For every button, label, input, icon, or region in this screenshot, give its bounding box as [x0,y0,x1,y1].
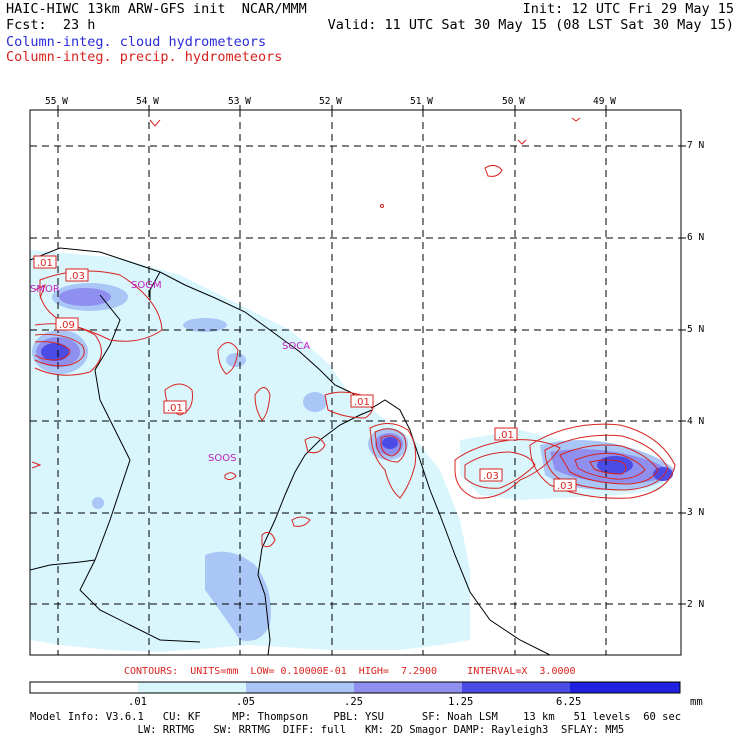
contour-label: .09 [59,320,75,331]
init-time: Init: 12 UTC Fri 29 May 15 [522,1,734,17]
scale-label: 6.25 [556,696,582,708]
scale-label: .25 [344,696,363,708]
lon-label: 53 W [228,96,251,107]
forecast-hour: Fcst: 23 h [6,17,96,33]
station-label-sogm: SOGM [131,280,162,291]
lat-label: 7 N [687,140,705,151]
contour-label: .01 [37,258,53,269]
lon-label: 49 W [593,96,616,107]
station-label-smor: SMOR [30,284,60,295]
scale-label: .05 [236,696,255,708]
legend-cloud-hydrometeors: Column-integ. cloud hydrometeors [6,34,267,50]
legend-precip-hydrometeors: Column-integ. precip. hydrometeors [6,49,283,65]
contour-labels: .01 .03 .09 .01 .01 .01 .03 .03 [33,255,577,492]
station-label-soos: SOOS [208,453,236,464]
scale-label: 1.25 [448,696,474,708]
contour-label: .03 [69,271,85,282]
lon-label: 51 W [410,96,433,107]
lon-label: 50 W [502,96,525,107]
plot-title: HAIC-HIWC 13km ARW-GFS init NCAR/MMM [6,1,307,17]
scale-unit: mm [690,696,703,708]
lat-label: 5 N [687,324,705,335]
contour-label: .03 [483,471,499,482]
map-frame [29,109,682,656]
contour-label: .01 [354,397,370,408]
station-label-soca: SOCA [282,341,310,352]
lat-label: 6 N [687,232,705,243]
station-labels: SMOR SOGM SOCA SOOS [30,280,310,464]
lon-label: 55 W [45,96,68,107]
lon-label: 54 W [136,96,159,107]
lat-label: 3 N [687,507,705,518]
contour-label: .03 [557,481,573,492]
lat-label: 4 N [687,416,705,427]
model-info-line-1: Model Info: V3.6.1 CU: KF MP: Thompson P… [30,711,682,723]
contour-label: .01 [167,403,183,414]
scale-label: .01 [128,696,147,708]
contour-label: .01 [498,430,514,441]
model-info-line-2: LW: RRTMG SW: RRTMG DIFF: full KM: 2D Sm… [30,724,625,736]
lat-label: 2 N [687,599,705,610]
lat-lon-grid [30,110,681,655]
color-scale-bar [29,681,681,694]
axis-ticks [57,105,686,605]
contours-info: CONTOURS: UNITS=mm LOW= 0.10000E-01 HIGH… [124,666,576,677]
valid-time: Valid: 11 UTC Sat 30 May 15 (08 LST Sat … [327,17,734,33]
lon-label: 52 W [319,96,342,107]
